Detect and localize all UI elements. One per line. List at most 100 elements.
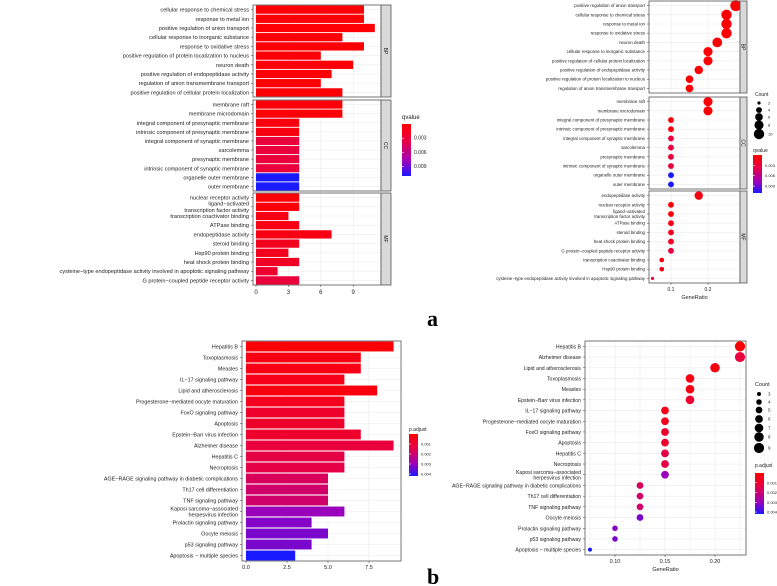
- x-tick-label: 0.1: [668, 287, 675, 293]
- x-tick-label: 5.0: [324, 565, 332, 571]
- y-tick-label: outer membrane: [613, 182, 646, 187]
- panel-border: [584, 340, 747, 556]
- dot: [668, 247, 674, 254]
- y-tick-label: cellular response to inorganic substance: [149, 35, 249, 41]
- size-legend-dot: [753, 442, 765, 454]
- y-tick-label: Progesterone−mediated oocyte maturation: [483, 419, 581, 425]
- dot: [659, 266, 665, 272]
- y-tick-label: AGE−RAGE signaling pathway in diabetic c…: [104, 477, 238, 483]
- y-tick-label: presynaptic membrane: [600, 154, 645, 159]
- y-tick-label: AGE−RAGE signaling pathway in diabetic c…: [452, 483, 581, 489]
- y-tick-label: positive regulation of endopeptidase act…: [141, 72, 249, 78]
- dot: [661, 470, 669, 479]
- bar: [246, 506, 345, 517]
- y-tick-label: cysteine−type endopeptidase activity inv…: [59, 269, 249, 275]
- y-tick-label: organelle outer membrane: [594, 173, 646, 178]
- size-legend-label: 2: [768, 101, 771, 106]
- dot: [668, 201, 674, 208]
- dot: [661, 406, 669, 415]
- bar: [246, 374, 345, 385]
- color-legend-tick-label: 0.001: [421, 442, 432, 447]
- x-tick-label: 6: [319, 290, 323, 296]
- x-tick-label: 0.2: [705, 287, 712, 293]
- y-tick-label: nuclear receptor activity: [190, 196, 249, 202]
- bar: [256, 248, 289, 257]
- y-tick-label: Hepatitis B: [212, 345, 238, 351]
- dot: [694, 65, 703, 75]
- facet-strip: [380, 4, 392, 98]
- color-legend-tick-label: 0.002: [421, 452, 432, 457]
- facet-strip-label: MF: [382, 235, 388, 242]
- y-tick-label: positive regulation of anion transport: [159, 26, 250, 32]
- y-tick-label: membrane microdomain: [189, 112, 249, 118]
- y-tick-label: membrane raft: [213, 103, 250, 109]
- size-legend-dot: [753, 128, 765, 140]
- panel-label-b: b: [427, 564, 439, 586]
- dot: [668, 172, 674, 179]
- y-tick-label: cysteine−type endopeptidase activity inv…: [496, 276, 646, 281]
- y-tick-label: nuclear receptor activity: [599, 202, 646, 207]
- dot: [721, 18, 732, 30]
- bar: [256, 155, 300, 164]
- color-legend-tick-label: 0.003: [414, 136, 427, 142]
- color-legend-tick-label: 0.006: [765, 173, 776, 178]
- bar: [256, 5, 364, 14]
- y-tick-label: Apoptosis − multiple species: [515, 548, 581, 554]
- dot: [703, 56, 713, 66]
- y-tick-label: integral component of synaptic membrane: [145, 139, 249, 145]
- dot: [661, 460, 669, 468]
- dot: [712, 37, 723, 48]
- dot: [661, 449, 669, 458]
- y-tick-label: Prolactin signaling pathway: [173, 521, 239, 527]
- y-tick-label: Prolactin signaling pathway: [518, 526, 581, 532]
- bar: [246, 440, 394, 451]
- size-legend-label: 4: [768, 400, 771, 405]
- y-tick-label: intrinsic component of presynaptic membr…: [556, 127, 645, 132]
- color-legend-tick-label: 0.004: [767, 510, 777, 515]
- bar: [256, 182, 300, 191]
- y-tick-label: Apoptosis: [558, 441, 581, 447]
- bar: [256, 221, 300, 230]
- size-legend-dot: [755, 415, 763, 423]
- dot: [668, 163, 674, 169]
- x-tick-label: 0.10: [610, 559, 621, 565]
- y-tick-label: Alzheimer disease: [539, 355, 581, 361]
- color-legend-tick-label: 0.003: [767, 500, 777, 505]
- y-tick-label: ligand−activated transcription factor act…: [184, 202, 249, 214]
- y-tick-label: Oocyte meiosis: [546, 516, 582, 522]
- bar: [256, 164, 300, 173]
- y-tick-label: outer membrane: [208, 184, 249, 190]
- dot: [659, 257, 665, 263]
- bar: [256, 202, 300, 211]
- bar: [246, 396, 345, 407]
- y-tick-label: Hsp90 protein binding: [195, 251, 249, 257]
- y-tick-label: Hepatitis B: [556, 344, 582, 350]
- legend-title: qvalue: [402, 115, 420, 121]
- bar: [256, 23, 375, 33]
- dot: [661, 438, 669, 447]
- x-tick-label: 3: [287, 290, 291, 296]
- y-tick-label: heat shock protein binding: [184, 260, 249, 266]
- facet-strip-label: CC: [740, 139, 746, 147]
- color-legend-bar: [753, 155, 762, 193]
- bar: [256, 79, 321, 88]
- y-tick-label: regulation of anion transmembrane transp…: [139, 81, 250, 87]
- y-tick-label: p53 signaling pathway: [530, 537, 582, 543]
- y-tick-label: Apoptosis − multiple species: [170, 554, 238, 560]
- size-legend-label: 8: [768, 123, 771, 128]
- dot: [612, 536, 618, 542]
- y-tick-label: integral component of synaptic membrane: [563, 136, 645, 141]
- y-tick-label: ATPase binding: [210, 223, 249, 229]
- y-tick-label: Progesterone−mediated oocyte maturation: [136, 400, 238, 406]
- dot: [661, 417, 669, 426]
- bar: [256, 193, 300, 202]
- dot: [668, 144, 674, 151]
- x-axis-title: GeneRatio: [652, 567, 678, 573]
- y-tick-label: transcription coactivator binding: [170, 214, 249, 220]
- x-tick-label: 7.5: [365, 565, 373, 571]
- size-legend-dot: [757, 392, 761, 396]
- y-tick-label: endopeptidase activity: [194, 232, 250, 238]
- y-tick-label: steroid binding: [616, 230, 645, 235]
- dot: [668, 238, 674, 245]
